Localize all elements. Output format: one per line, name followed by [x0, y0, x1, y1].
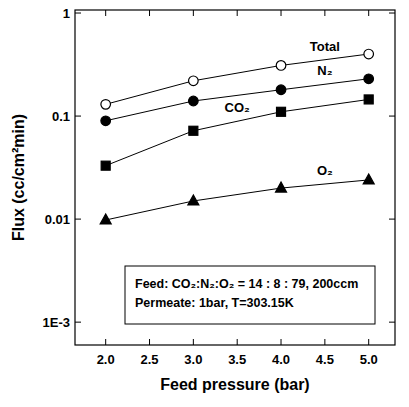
x-tick [281, 339, 282, 345]
data-area [100, 49, 374, 224]
data-point [276, 85, 286, 95]
annotation-box [125, 266, 375, 324]
y-tick-label: 1 [63, 6, 70, 21]
data-point [101, 161, 110, 170]
y-tick-label: 0.01 [45, 212, 70, 227]
series-line [106, 79, 369, 121]
y-tick [389, 13, 395, 14]
series-line [106, 54, 369, 104]
series-label: CO₂ [225, 100, 251, 115]
x-tick [193, 10, 194, 16]
x-tick-label: 5.0 [360, 352, 378, 367]
y-tick-label: 0.1 [52, 109, 70, 124]
data-point [364, 74, 374, 84]
series-line [106, 99, 369, 165]
series-label: N₂ [317, 63, 332, 78]
y-tick [75, 116, 81, 117]
y-tick [389, 322, 395, 323]
data-point [189, 126, 198, 135]
x-tick [105, 339, 106, 345]
data-point [101, 100, 111, 110]
series-label: O₂ [317, 163, 333, 178]
y-tick [75, 219, 81, 220]
x-tick [324, 10, 325, 16]
x-tick-label: 4.0 [272, 352, 290, 367]
x-tick [368, 339, 369, 345]
x-tick [149, 10, 150, 16]
data-point [363, 174, 374, 184]
x-tick-label: 2.0 [97, 352, 115, 367]
y-tick [389, 116, 395, 117]
x-tick [193, 339, 194, 345]
data-point [276, 182, 287, 192]
x-tick [237, 339, 238, 345]
series-labels: Total N₂ CO₂ O₂ [225, 39, 340, 178]
annotation: Feed: CO₂:N₂:O₂ = 14 : 8 : 79, 200ccm [135, 277, 358, 291]
data-point [101, 116, 111, 126]
data-point [364, 49, 374, 59]
data-point [277, 107, 286, 116]
y-tick-label: 1E-3 [43, 315, 70, 330]
x-tick [281, 10, 282, 16]
data-point [189, 96, 199, 106]
x-tick [105, 10, 106, 16]
x-tick-label: 3.0 [184, 352, 202, 367]
data-point [276, 61, 286, 71]
x-tick [368, 10, 369, 16]
y-tick [389, 219, 395, 220]
y-tick [75, 13, 81, 14]
data-point [189, 76, 199, 86]
x-axis-label: Feed pressure (bar) [160, 376, 309, 393]
x-tick-label: 4.5 [316, 352, 334, 367]
chart: 2.0 2.5 3.0 3.5 4.0 4.5 5.0 1E-3 0.01 0.1 1 Feed pr… [0, 0, 409, 407]
y-tick [75, 322, 81, 323]
x-tick [324, 339, 325, 345]
x-tick-label: 2.5 [140, 352, 158, 367]
x-tick [237, 10, 238, 16]
series-label: Total [310, 39, 340, 54]
series-line [106, 180, 369, 220]
x-tick [149, 339, 150, 345]
data-point [100, 214, 111, 224]
annotation: Permeate: 1bar, T=303.15K [135, 296, 294, 310]
data-point [188, 195, 199, 205]
data-point [364, 95, 373, 104]
y-axis-label: Flux (cc/cm²min) [10, 114, 27, 241]
plot-frame [75, 10, 395, 345]
x-tick-label: 3.5 [228, 352, 246, 367]
